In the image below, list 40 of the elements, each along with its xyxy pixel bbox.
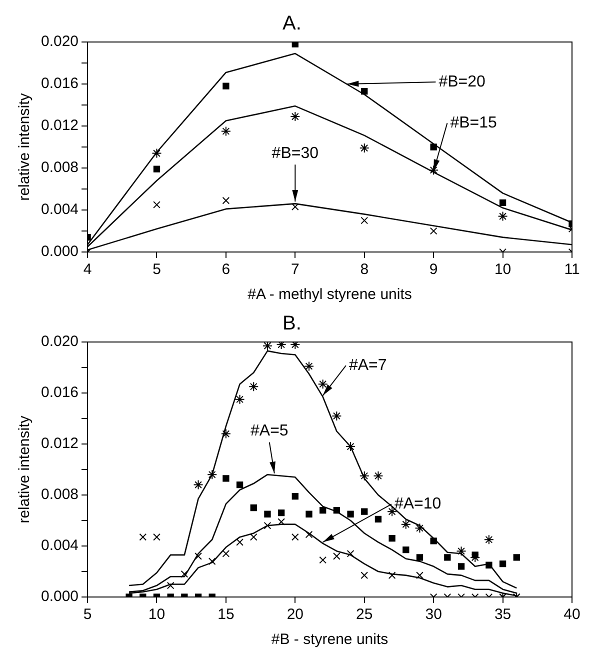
x-tick-label: 10 — [494, 261, 512, 278]
x-tick-label: 35 — [494, 606, 512, 624]
annotation: #B=30 — [272, 145, 319, 162]
x-tick-label: 5 — [83, 606, 92, 624]
x-tick-label: 8 — [360, 261, 369, 278]
x-tick-label: 6 — [222, 261, 230, 278]
y-axis-title: relative intensity — [16, 415, 34, 524]
x-tick-label: 20 — [286, 606, 304, 624]
y-tick-label: 0.008 — [40, 159, 79, 176]
y-tick-label: 0.004 — [40, 537, 79, 554]
x-tick-label: 9 — [429, 261, 438, 278]
x-tick-label: 40 — [564, 606, 580, 624]
y-tick-label: 0.020 — [40, 33, 79, 50]
annotation: #A=7 — [348, 356, 387, 374]
chart-title: A. — [282, 12, 302, 35]
y-tick-label: 0.012 — [40, 435, 79, 452]
annotation: #B=15 — [450, 114, 498, 132]
x-tick-label: 5 — [152, 261, 161, 278]
y-tick-label: 0.016 — [40, 75, 79, 92]
x-tick-label: 10 — [148, 606, 166, 624]
x-tick-label: 4 — [83, 261, 92, 278]
x-tick-label: 25 — [356, 606, 373, 624]
x-tick-label: 30 — [425, 606, 442, 624]
annotation: #A=5 — [250, 422, 288, 440]
y-tick-label: 0.008 — [40, 486, 79, 504]
x-tick-label: 15 — [218, 606, 234, 624]
y-tick-label: 0.012 — [40, 117, 79, 134]
annotation: #A=10 — [394, 496, 442, 513]
y-tick-label: 0.004 — [40, 201, 79, 218]
chart-title: B. — [282, 312, 302, 335]
y-tick-label: 0.020 — [40, 333, 79, 350]
y-axis-title: relative intensity — [16, 92, 34, 201]
y-tick-label: 0.000 — [40, 588, 79, 606]
x-tick-label: 7 — [290, 261, 300, 278]
x-axis-title: #B - styrene units — [271, 631, 388, 648]
y-tick-label: 0.000 — [40, 243, 79, 260]
x-tick-label: 11 — [564, 261, 580, 278]
y-tick-label: 0.016 — [40, 384, 79, 402]
x-axis-title: #A - methyl styrene units — [248, 286, 412, 304]
annotation: #B=20 — [438, 73, 486, 90]
